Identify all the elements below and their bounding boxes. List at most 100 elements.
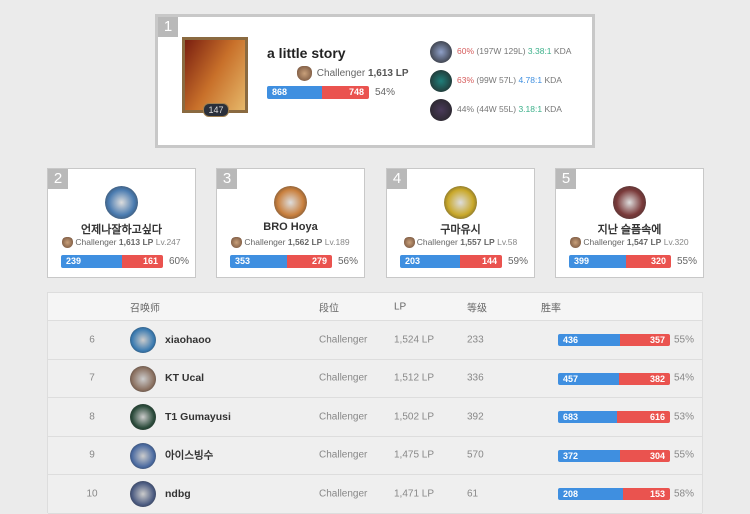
level: 233 (467, 334, 484, 346)
rank: 10 (86, 488, 98, 500)
rank: 9 (89, 449, 95, 461)
lp: 1,471 LP (394, 488, 435, 500)
level: 61 (467, 488, 479, 500)
lp: 1,475 LP (394, 449, 435, 461)
winrate: 55% (674, 449, 695, 461)
losses: 748 (321, 86, 369, 99)
champion-stat[interactable]: 60% (197W 129L) 3.38:1 KDA (430, 41, 590, 63)
top-player-card[interactable]: 1 147 a little story Challenger 1,613 LP… (155, 14, 595, 148)
player-name[interactable]: T1 Gumayusi (165, 410, 231, 423)
level: 392 (467, 411, 484, 423)
player-card[interactable]: 2 언제나잘하고싶다 Challenger 1,613 LP Lv.247 23… (47, 168, 196, 278)
profile-icon (105, 186, 138, 219)
player-name[interactable]: KT Ucal (165, 372, 205, 385)
rank-badge: 3 (217, 169, 237, 189)
profile-icon (130, 404, 156, 430)
player-card[interactable]: 4 구마유시 Challenger 1,557 LP Lv.58 203 144 … (386, 168, 535, 278)
rank: 6 (89, 334, 95, 346)
player-name[interactable]: 아이스빙수 (165, 449, 214, 462)
tier-info: Challenger 1,557 LP Lv.58 (387, 237, 534, 249)
kda-label: KDA (553, 46, 572, 56)
losses: 304 (619, 449, 670, 462)
player-name[interactable]: BRO Hoya (263, 221, 318, 233)
player-name[interactable]: 지난 슬픔속에 (597, 224, 662, 236)
player-name[interactable]: 언제나잘하고싶다 (81, 224, 162, 236)
losses: 161 (121, 255, 163, 268)
lp: 1,524 LP (394, 334, 435, 346)
level: 570 (467, 449, 484, 461)
winrate: 58% (674, 488, 695, 500)
tier: Challenger (319, 372, 368, 384)
champion-stat[interactable]: 63% (99W 57L) 4.78:1 KDA (430, 70, 590, 92)
champion-kda: 3.18:1 (518, 104, 543, 114)
losses: 144 (459, 255, 502, 268)
tier: Challenger (319, 411, 368, 423)
rank-badge: 4 (387, 169, 407, 189)
tier: Challenger (319, 488, 368, 500)
tier-info: Challenger 1,547 LP Lv.320 (556, 237, 703, 249)
player-name[interactable]: a little story (267, 45, 346, 61)
wins: 353 (230, 255, 287, 268)
tier-info: Challenger 1,613 LP Lv.247 (48, 237, 195, 249)
kda-label: KDA (544, 75, 562, 85)
winloss-bar: 239 161 (61, 255, 163, 268)
rank-badge: 1 (158, 17, 178, 37)
wins: 239 (61, 255, 122, 268)
player-card[interactable]: 3 BRO Hoya Challenger 1,562 LP Lv.189 35… (216, 168, 365, 278)
champion-icon (430, 41, 452, 63)
player-name[interactable]: ndbg (165, 487, 191, 500)
wins: 372 (558, 449, 620, 462)
player-name[interactable]: 구마유시 (440, 224, 481, 236)
wins: 208 (558, 488, 623, 500)
kda-label: KDA (544, 104, 562, 114)
champion-record: (99W 57L) (476, 75, 517, 85)
rank: 7 (89, 372, 95, 384)
challenger-emblem-icon (62, 237, 74, 249)
player-card[interactable]: 5 지난 슬픔속에 Challenger 1,547 LP Lv.320 399… (555, 168, 704, 278)
champion-winrate: 63% (457, 75, 475, 85)
tier: Challenger (319, 449, 368, 461)
tier-info: Challenger 1,562 LP Lv.189 (217, 237, 364, 249)
tier-info: Challenger 1,613 LP (297, 66, 409, 81)
table-row[interactable]: 7 KT Ucal Challenger 1,512 LP 336 457 382… (48, 359, 702, 398)
lp: 1,502 LP (394, 411, 435, 423)
winrate: 55% (674, 334, 695, 346)
table-row[interactable]: 6 xiaohaoo Challenger 1,524 LP 233 436 35… (48, 321, 702, 360)
rank: 8 (89, 411, 95, 423)
player-name[interactable]: xiaohaoo (165, 333, 212, 346)
lp: 1,512 LP (394, 372, 435, 384)
level: 336 (467, 372, 484, 384)
col-level: 等级 (467, 303, 487, 314)
champion-stat[interactable]: 44% (44W 55L) 3.18:1 KDA (430, 99, 590, 121)
champion-kda: 3.38:1 (527, 46, 552, 56)
champion-winrate: 44% (457, 104, 475, 114)
top-player-avatar (182, 37, 248, 113)
winloss-bar: 372 304 (558, 449, 670, 462)
wins: 868 (267, 86, 322, 99)
table-row[interactable]: 10 ndbg Challenger 1,471 LP 61 208 153 58… (48, 475, 702, 514)
col-tier: 段位 (319, 303, 339, 314)
winrate: 59% (508, 256, 529, 267)
champion-kda: 4.78:1 (518, 75, 543, 85)
champion-record: (44W 55L) (476, 104, 517, 114)
winloss-bar: 208 153 (558, 488, 670, 500)
champion-winrate: 60% (457, 46, 475, 56)
winloss-bar: 353 279 (230, 255, 332, 268)
table-row[interactable]: 9 아이스빙수 Challenger 1,475 LP 570 372 304 5… (48, 436, 702, 475)
winloss-bar: 683 616 (558, 411, 670, 423)
col-winrate: 胜率 (541, 303, 561, 314)
losses: 279 (286, 255, 332, 268)
losses: 382 (619, 372, 670, 385)
challenger-emblem-icon (403, 237, 415, 249)
profile-icon (130, 481, 156, 507)
table-row[interactable]: 8 T1 Gumayusi Challenger 1,502 LP 392 68… (48, 398, 702, 437)
profile-icon (130, 327, 156, 353)
rank-badge: 5 (556, 169, 576, 189)
profile-icon (130, 442, 156, 469)
challenger-emblem-icon (570, 237, 582, 249)
tier: Challenger (319, 334, 368, 346)
rank-badge: 2 (48, 169, 68, 189)
winloss-bar: 868 748 (267, 86, 369, 99)
winrate: 55% (677, 256, 698, 267)
losses: 153 (622, 488, 670, 500)
